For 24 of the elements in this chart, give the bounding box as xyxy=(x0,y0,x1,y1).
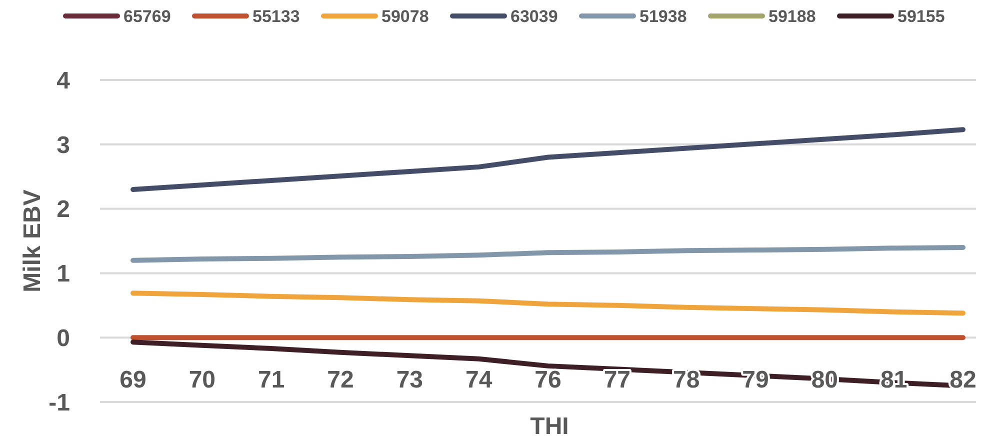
legend-label: 55133 xyxy=(252,6,300,26)
x-tick-label: 73 xyxy=(396,366,424,394)
x-tick-label: 72 xyxy=(327,366,354,394)
y-tick-label: 3 xyxy=(56,132,70,159)
x-tick-label: 71 xyxy=(258,366,285,394)
legend-label: 59078 xyxy=(382,6,429,26)
y-tick-label: 0 xyxy=(56,325,70,352)
x-tick-label: 69 xyxy=(120,366,146,394)
legend-label: 65769 xyxy=(124,6,171,26)
x-tick-label: 78 xyxy=(672,366,700,394)
y-tick-label: 4 xyxy=(56,67,71,94)
x-tick-label: 70 xyxy=(188,366,216,394)
legend-label: 59155 xyxy=(898,6,945,26)
y-axis-title: Milk EBV xyxy=(19,190,46,292)
y-tick-label: 1 xyxy=(56,260,70,288)
y-tick-label: 2 xyxy=(56,196,70,224)
x-axis-title: THI xyxy=(530,413,569,438)
legend-label: 63039 xyxy=(510,6,558,26)
y-tick-label: -1 xyxy=(48,389,70,416)
x-tick-label: 76 xyxy=(534,366,562,394)
x-tick-label: 77 xyxy=(604,366,631,394)
legend-label: 59188 xyxy=(768,6,816,26)
legend-label: 51938 xyxy=(640,6,687,26)
x-tick-label: 74 xyxy=(465,366,493,394)
